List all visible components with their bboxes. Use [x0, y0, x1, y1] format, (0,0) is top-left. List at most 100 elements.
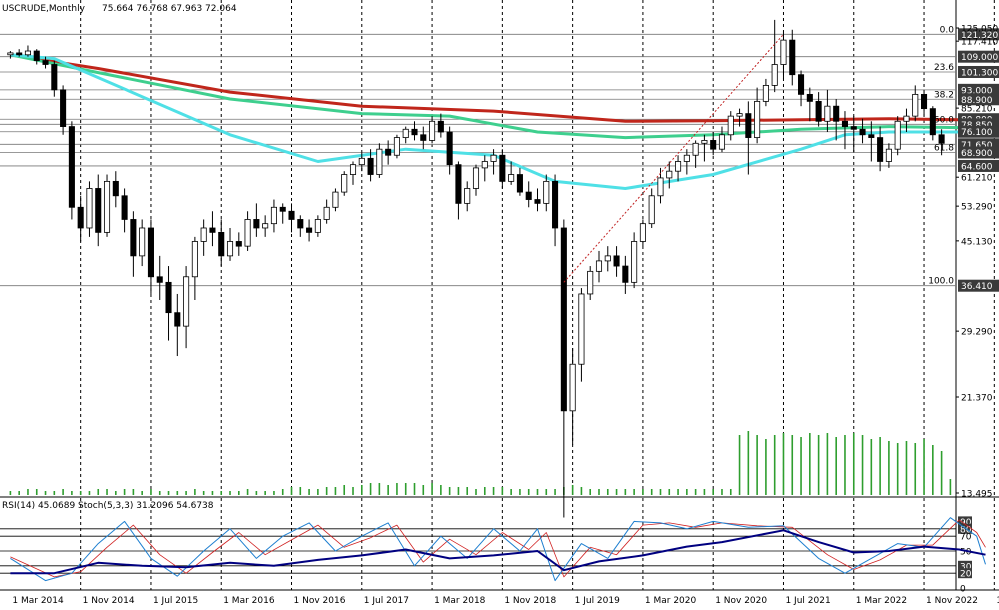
volume-bar	[888, 441, 890, 495]
volume-bar	[466, 487, 469, 495]
candle-body	[68, 126, 75, 208]
date-tick-label: 1 Jul 2017	[364, 596, 409, 606]
level-price-label: 68.900	[961, 149, 993, 159]
volume-bar	[606, 489, 609, 495]
level-price-label: 88.900	[961, 96, 993, 106]
candlesticks	[7, 19, 945, 518]
candle-body	[639, 223, 646, 242]
volume-bar	[158, 491, 161, 495]
level-price-box	[958, 125, 999, 138]
volume-bar	[246, 489, 249, 495]
volume-bar	[554, 489, 556, 495]
volume-bar	[729, 489, 732, 495]
candle-body	[850, 126, 857, 130]
volume-bar	[483, 487, 486, 495]
fib-level-label: 61.8	[934, 143, 954, 153]
candle-body	[288, 210, 295, 220]
volume-bar	[914, 443, 917, 495]
candle-body	[24, 50, 31, 56]
volume-bar	[404, 483, 407, 495]
oscillator-level-box	[958, 560, 972, 571]
volume-bar	[132, 489, 135, 495]
volume-bar	[71, 491, 73, 495]
candle-body	[692, 142, 699, 156]
volume-bar	[413, 483, 416, 495]
volume-bar	[861, 435, 864, 495]
volume-bar	[44, 491, 47, 495]
volume-bar	[220, 491, 223, 495]
volume-bar	[273, 491, 275, 495]
candle-body	[631, 241, 638, 283]
date-tick-label: 1 Nov 2022	[926, 596, 978, 606]
volume-bar	[642, 489, 644, 495]
candle-body	[341, 174, 348, 193]
candle-body	[244, 219, 251, 247]
candle-body	[718, 134, 726, 150]
candle-body	[508, 174, 515, 182]
candle-body	[894, 120, 901, 150]
volume-bar	[352, 487, 354, 495]
volume-bar	[123, 489, 126, 495]
candle-body	[595, 260, 603, 272]
oscillator-level-box	[958, 523, 972, 534]
candle-body	[903, 115, 910, 122]
volume-bar	[378, 483, 381, 495]
candle-body	[420, 134, 427, 141]
volume-bar	[615, 489, 618, 495]
rsi-line	[10, 529, 986, 575]
volume-bar	[747, 431, 750, 495]
volume-bar	[167, 491, 170, 495]
level-price-box	[958, 93, 999, 106]
candle-body	[332, 191, 339, 208]
fib-level-label: 23.6	[934, 63, 954, 73]
date-tick-label: 1 Mar 2020	[645, 596, 697, 606]
price-axis: 121.320109.000101.30093.00088.90080.8007…	[956, 25, 999, 500]
candle-body	[367, 157, 374, 175]
candle-body	[42, 60, 49, 65]
candle-body	[490, 154, 497, 162]
volume-bar	[334, 487, 337, 495]
volume-bar	[211, 491, 214, 495]
candle-body	[33, 50, 40, 61]
volume-bar	[571, 485, 574, 495]
volume-bar	[88, 491, 91, 495]
candle-body	[824, 105, 831, 122]
volume-bar	[422, 485, 425, 495]
volume-bar	[844, 435, 846, 495]
volume-bar	[589, 489, 592, 495]
oscillator-level-label: 70	[960, 533, 972, 543]
candle-body	[736, 113, 743, 117]
candle-body	[701, 140, 708, 144]
price-tick-label: 29.290	[961, 328, 993, 338]
volume-bar	[264, 491, 266, 495]
fib-level-label: 0.0	[940, 25, 955, 35]
candle-body	[604, 255, 611, 262]
volume-bar	[35, 489, 38, 495]
candle-body	[771, 64, 778, 86]
chart-ohlc: 75.664 76.768 67.963 72.064	[102, 4, 237, 14]
volume-bar	[18, 491, 20, 495]
date-tick-label: 1 Jul 2019	[575, 596, 620, 606]
volume-bar	[826, 433, 829, 495]
oscillator-level-label: 80	[960, 525, 972, 535]
volume-bar	[387, 485, 389, 495]
candle-body	[472, 167, 480, 189]
date-tick-label: 1 Mar 2022	[856, 596, 907, 606]
volume-bar	[598, 489, 600, 495]
volume-bar	[343, 485, 346, 495]
volume-bar	[79, 491, 82, 495]
date-tick-label: 1 Nov 2016	[294, 596, 346, 606]
candle-body	[762, 85, 769, 102]
fib-level-label: 100.0	[928, 277, 954, 287]
volume-bar	[686, 489, 688, 495]
level-price-box	[958, 279, 999, 292]
candle-body	[121, 195, 128, 220]
volume-bar	[536, 489, 539, 495]
candle-body	[376, 148, 383, 175]
candle-body	[226, 241, 234, 257]
candle-body	[297, 219, 304, 229]
price-tick-label: 61.210	[961, 174, 993, 184]
candle-body	[200, 227, 207, 242]
